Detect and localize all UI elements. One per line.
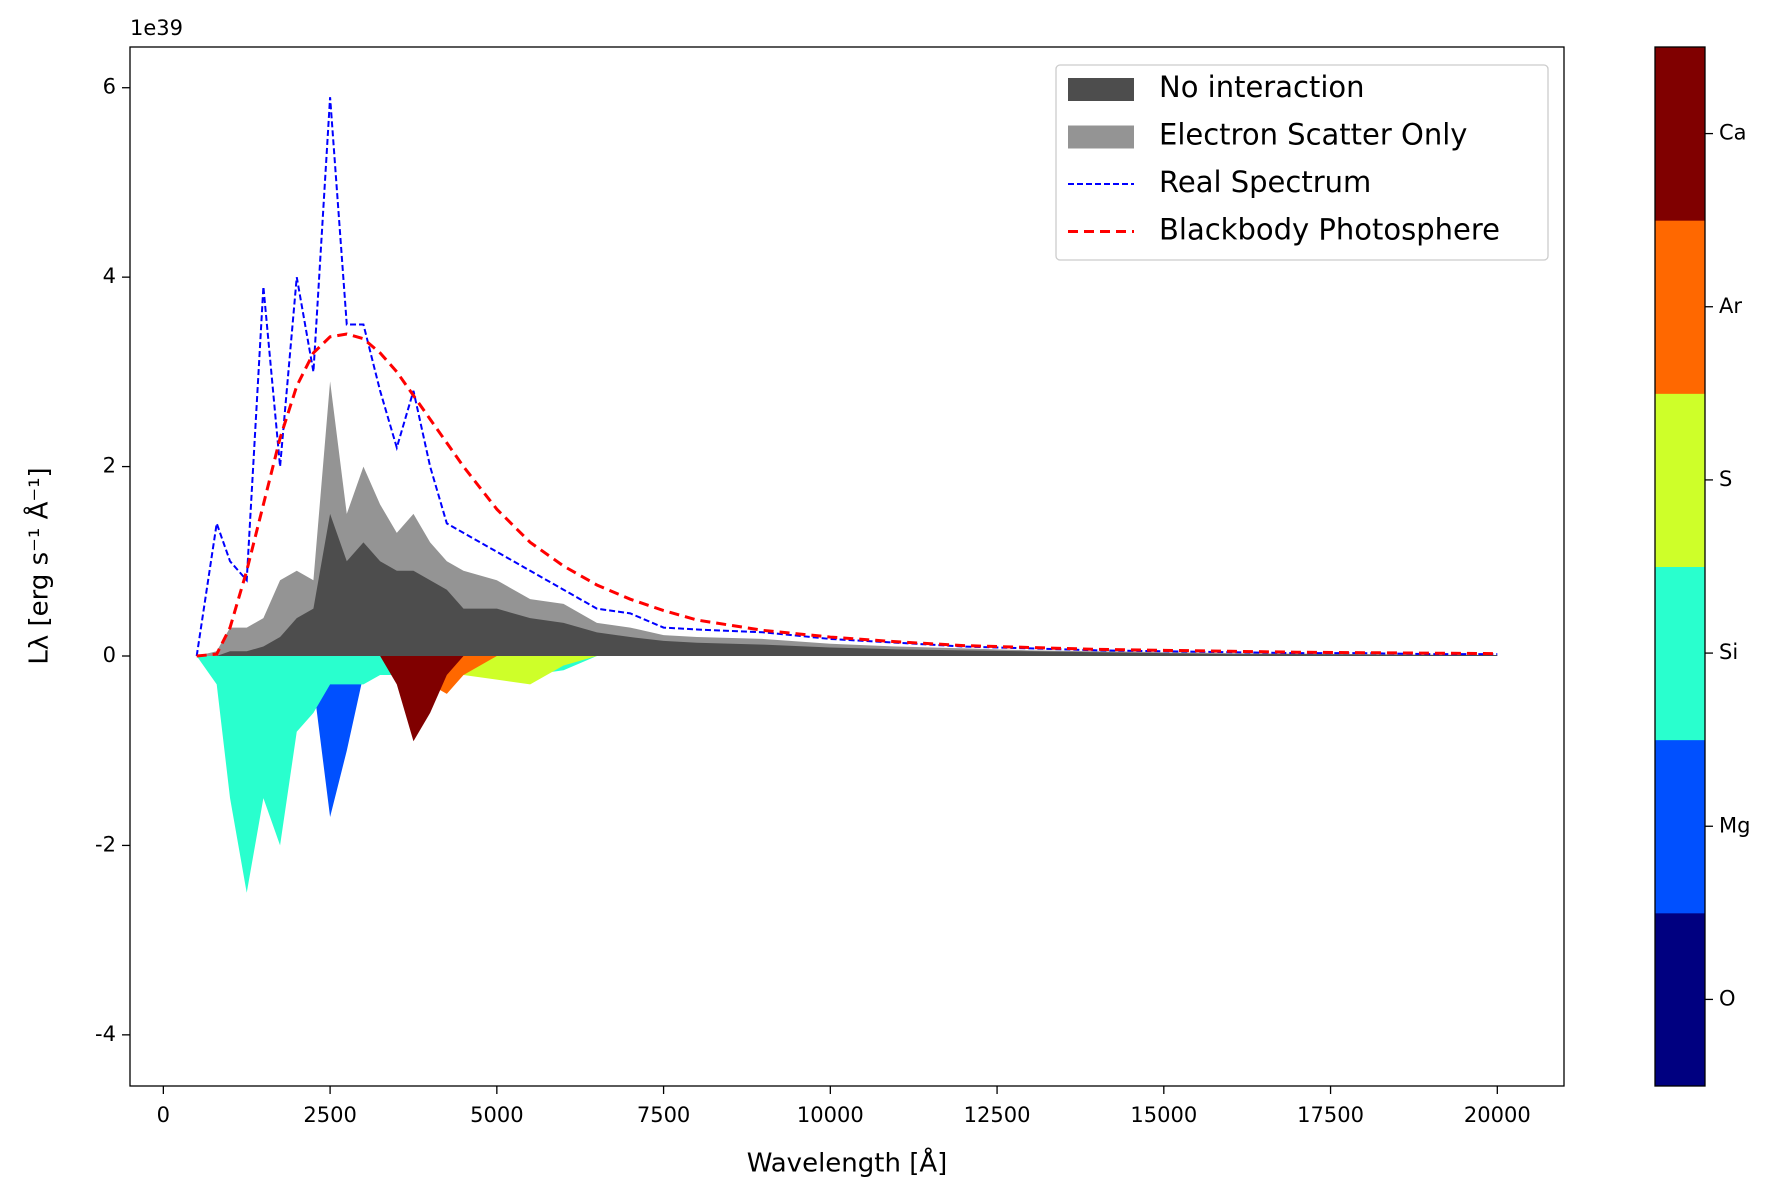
y-axis-label: Lλ [erg s⁻¹ Å⁻¹] — [23, 467, 55, 664]
legend-label: No interaction — [1159, 70, 1365, 104]
x-tick-label: 7500 — [637, 1103, 690, 1127]
element-contribution — [196, 656, 1498, 742]
colorbar-label: Ca — [1719, 121, 1747, 145]
legend-label: Blackbody Photosphere — [1159, 213, 1500, 247]
x-tick-label: 12500 — [964, 1103, 1031, 1127]
colorbar-band — [1655, 566, 1705, 741]
colorbar-band — [1655, 393, 1705, 567]
colorbar-frame — [1654, 46, 1706, 1087]
colorbar-band — [1655, 912, 1705, 1087]
y-tick-label: 2 — [103, 454, 116, 478]
colorbar-label: S — [1719, 467, 1732, 491]
y-tick-label: 4 — [103, 264, 116, 288]
spectrum-line — [196, 332, 1498, 658]
element-contribution — [196, 656, 1498, 818]
colorbar-label: Si — [1719, 640, 1738, 664]
legend-box — [1055, 64, 1549, 261]
x-axis-label: Wavelength [Å] — [747, 1147, 948, 1179]
colorbar-label: Mg — [1719, 813, 1750, 837]
element-contribution — [196, 656, 1498, 694]
x-tick-label: 10000 — [797, 1103, 864, 1127]
x-tick-label: 15000 — [1130, 1103, 1197, 1127]
plot-frame — [129, 46, 1565, 1087]
legend-swatch — [1068, 78, 1134, 101]
element-contribution — [196, 656, 1498, 685]
y-tick-label: 0 — [103, 643, 116, 667]
y-offset: 1e39 — [130, 16, 183, 40]
x-tick-label: 17500 — [1297, 1103, 1364, 1127]
plot-area — [195, 97, 1498, 893]
legend-label: Electron Scatter Only — [1159, 118, 1467, 152]
y-tick-label: 6 — [103, 75, 116, 99]
spectrum-fill — [196, 513, 1498, 657]
colorbar-band — [1655, 739, 1705, 914]
colorbar-label: O — [1719, 986, 1736, 1010]
x-tick-label: 2500 — [303, 1103, 356, 1127]
x-tick-label: 20000 — [1464, 1103, 1531, 1127]
element-contribution — [196, 656, 1498, 893]
colorbar-band — [1655, 47, 1705, 221]
spectrum-line — [195, 97, 1498, 657]
colorbar-band — [1655, 220, 1705, 394]
legend-swatch — [1068, 125, 1134, 149]
legend-label: Real Spectrum — [1159, 165, 1371, 199]
x-tick-label: 5000 — [470, 1103, 523, 1127]
y-tick-label: -2 — [95, 832, 116, 856]
x-tick-label: 0 — [157, 1103, 170, 1127]
y-tick-label: -4 — [95, 1022, 116, 1046]
colorbar-label: Ar — [1719, 294, 1742, 318]
